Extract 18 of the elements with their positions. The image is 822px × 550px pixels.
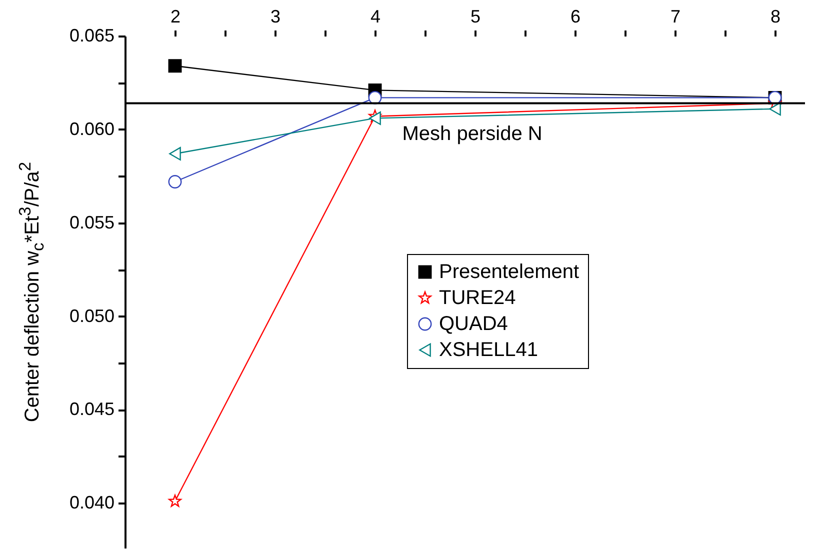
y-tick-label: 0.040 [69, 492, 114, 513]
legend-label: Presentelement [439, 261, 580, 283]
y-tick-label: 0.045 [69, 399, 114, 420]
legend-label: TURE24 [439, 287, 516, 309]
x-tick-label: 4 [370, 6, 381, 26]
y-tick-label: 0.065 [69, 26, 114, 46]
x-tick-label: 7 [670, 6, 681, 26]
x-tick-label: 5 [470, 6, 481, 26]
x-tick-label: 2 [170, 6, 181, 26]
x-tick-label: 3 [270, 6, 281, 26]
y-tick-label: 0.050 [69, 306, 114, 326]
x-tick-label: 8 [770, 6, 781, 26]
x-tick-label: 6 [570, 6, 581, 26]
y-tick-label: 0.055 [69, 212, 114, 232]
y-tick-label: 0.060 [69, 118, 114, 139]
legend-label: QUAD4 [439, 313, 508, 335]
x-axis-title: Mesh perside N [402, 122, 542, 145]
legend-label: XSHELL41 [439, 339, 538, 361]
